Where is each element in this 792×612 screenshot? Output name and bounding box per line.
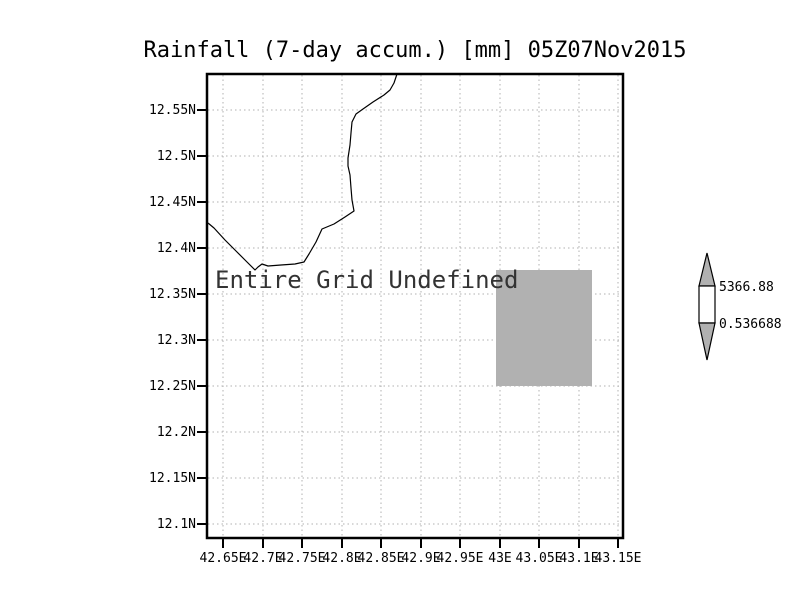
y-tick-label: 12.3N xyxy=(157,333,196,348)
x-tick-label: 42.8E xyxy=(322,551,361,566)
longitude-axis-labels: 42.65E 42.7E 42.75E 42.8E 42.85E 42.9E 4… xyxy=(200,551,642,566)
y-tick-label: 12.15N xyxy=(149,471,196,486)
x-tick-label: 42.65E xyxy=(200,551,247,566)
longitude-axis-ticks xyxy=(222,539,619,548)
y-tick-label: 12.1N xyxy=(157,517,196,532)
x-tick-label: 43.15E xyxy=(595,551,642,566)
y-tick-label: 12.55N xyxy=(149,103,196,118)
y-tick-label: 12.35N xyxy=(149,287,196,302)
x-tick-label: 43.05E xyxy=(516,551,563,566)
latitude-axis-labels: 12.55N 12.5N 12.45N 12.4N 12.35N 12.3N 1… xyxy=(149,103,196,532)
undefined-message: Entire Grid Undefined xyxy=(215,266,518,294)
colorbar-max-label: 5366.88 xyxy=(719,280,774,295)
y-tick-label: 12.5N xyxy=(157,149,196,164)
colorbar: 5366.88 0.536688 xyxy=(698,252,782,361)
x-tick-label: 43E xyxy=(488,551,511,566)
y-tick-label: 12.25N xyxy=(149,379,196,394)
x-tick-label: 43.1E xyxy=(559,551,598,566)
latitude-axis-ticks xyxy=(197,109,206,525)
map-frame xyxy=(205,72,625,540)
colorbar-lower-arrow xyxy=(698,322,716,361)
y-tick-label: 12.45N xyxy=(149,195,196,210)
coastline xyxy=(207,73,398,271)
x-tick-label: 42.85E xyxy=(358,551,405,566)
x-tick-label: 42.9E xyxy=(401,551,440,566)
colorbar-min-label: 0.536688 xyxy=(719,317,782,332)
x-tick-label: 42.75E xyxy=(279,551,326,566)
plot-title: Rainfall (7-day accum.) [mm] 05Z07Nov201… xyxy=(143,38,686,63)
undefined-data-region xyxy=(496,270,592,386)
x-tick-label: 42.95E xyxy=(437,551,484,566)
x-tick-label: 42.7E xyxy=(243,551,282,566)
y-tick-label: 12.2N xyxy=(157,425,196,440)
y-tick-label: 12.4N xyxy=(157,241,196,256)
colorbar-range-box xyxy=(698,285,716,324)
